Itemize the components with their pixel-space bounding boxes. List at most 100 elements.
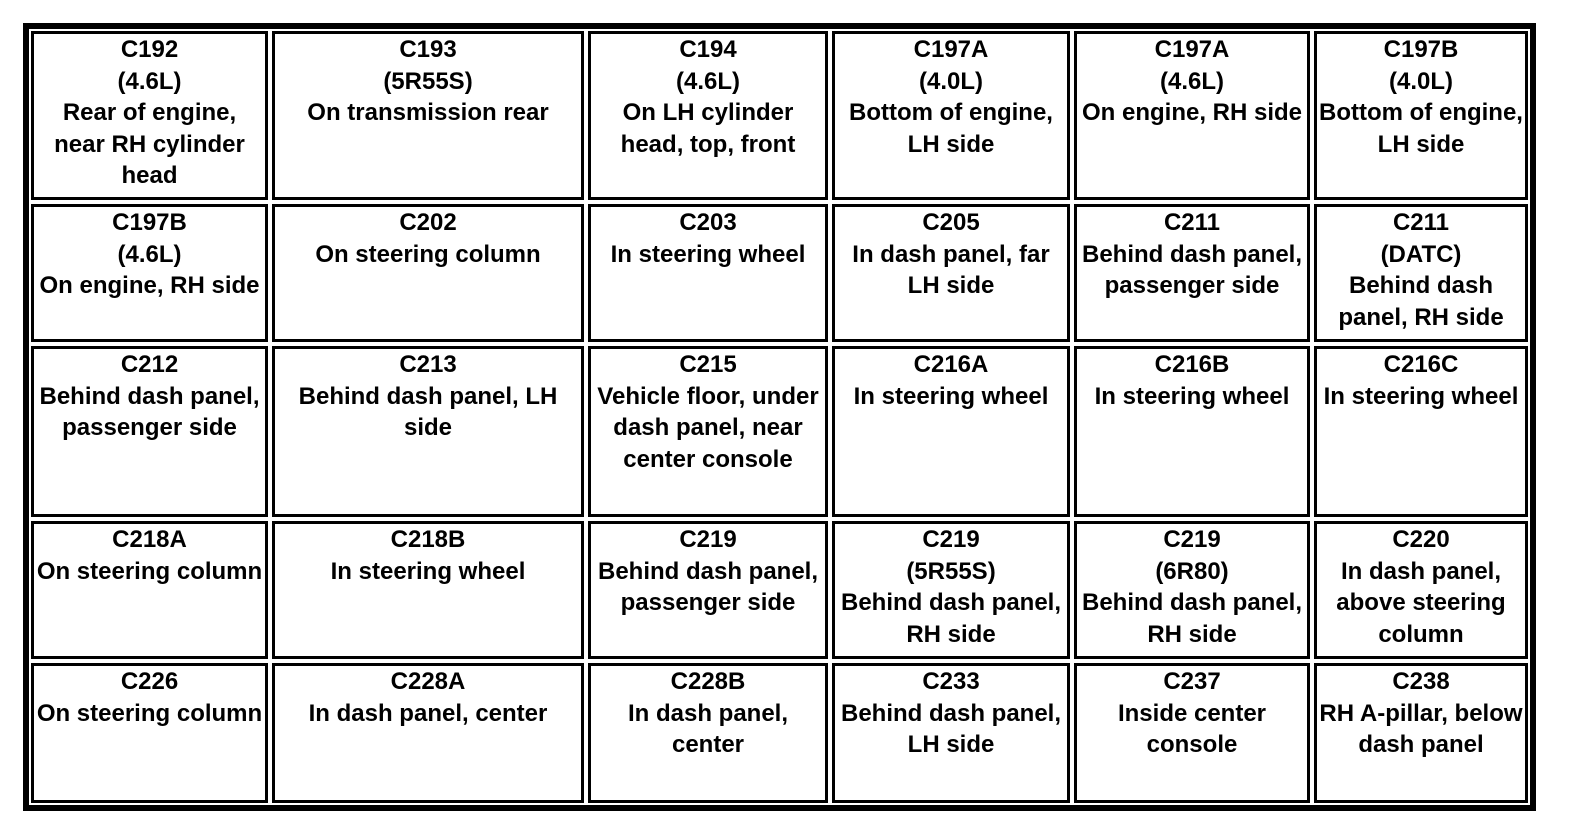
connector-id: C233: [922, 668, 980, 695]
connector-variant: (4.6L): [117, 67, 182, 95]
connector-cell: C216A In steering wheel: [832, 346, 1070, 517]
connector-location: In steering wheel: [853, 382, 1049, 410]
connector-cell: C197A (4.0L) Bottom of engine, LH side: [832, 31, 1070, 200]
connector-id: C197B: [112, 209, 187, 236]
connector-cell: C237 Inside center console: [1074, 663, 1310, 803]
connector-variant: (5R55S): [906, 557, 996, 585]
connector-location: On steering column: [315, 240, 541, 268]
connector-location: In dash panel, above steering column: [1336, 557, 1506, 648]
connector-id: C228B: [670, 668, 746, 695]
connector-id: C203: [679, 209, 737, 236]
connector-location: Rear of engine, near RH cylinder head: [54, 99, 245, 190]
connector-cell: C219 Behind dash panel, passenger side: [588, 521, 828, 659]
connector-cell: C205 In dash panel, far LH side: [832, 204, 1070, 342]
connector-id: C216B: [1154, 351, 1230, 378]
connector-cell: C203 In steering wheel: [588, 204, 828, 342]
connector-variant: (5R55S): [383, 67, 473, 95]
connector-location: On engine, RH side: [1081, 99, 1303, 127]
connector-cell: C197B (4.0L) Bottom of engine, LH side: [1314, 31, 1528, 200]
connector-cell: C202 On steering column: [272, 204, 584, 342]
connector-id: C212: [120, 351, 179, 378]
connector-cell: C215 Vehicle floor, under dash panel, nea…: [588, 346, 828, 517]
connector-location: On engine, RH side: [39, 272, 260, 300]
connector-cell: C197A (4.6L) On engine, RH side: [1074, 31, 1310, 200]
connector-location: Bottom of engine, LH side: [849, 99, 1053, 158]
connector-location: In steering wheel: [1323, 382, 1519, 410]
connector-cell: C220 In dash panel, above steering column: [1314, 521, 1528, 659]
connector-variant: (4.0L): [918, 67, 983, 95]
connector-id: C194: [679, 36, 737, 63]
connector-location: In dash panel, far LH side: [852, 240, 1050, 300]
connector-location: On transmission rear: [307, 99, 549, 127]
connector-location-table: C192 (4.6L) Rear of engine, near RH cylind…: [23, 23, 1536, 811]
connector-location: On steering column: [36, 557, 263, 585]
connector-location: On LH cylinder head, top, front: [620, 99, 796, 158]
connector-id: C219: [922, 526, 980, 553]
connector-cell: C211 (DATC) Behind dash panel, RH side: [1314, 204, 1528, 342]
connector-cell: C216B In steering wheel: [1074, 346, 1310, 517]
connector-cell: C194 (4.6L) On LH cylinder head, top, fron…: [588, 31, 828, 200]
connector-id: C226: [120, 668, 179, 695]
connector-cell: C218A On steering column: [31, 521, 268, 659]
connector-variant: (DATC): [1380, 240, 1462, 268]
connector-cell: C219 (6R80) Behind dash panel, RH side: [1074, 521, 1310, 659]
connector-cell: C213 Behind dash panel, LH side: [272, 346, 584, 517]
connector-cell: C197B (4.6L) On engine, RH side: [31, 204, 268, 342]
connector-id: C205: [922, 209, 980, 236]
connector-location: Behind dash panel, passenger side: [39, 382, 260, 442]
connector-location: In dash panel, center: [627, 699, 789, 759]
connector-id: C218B: [390, 526, 466, 553]
connector-location: Vehicle floor, under dash panel, near ce…: [597, 382, 819, 473]
connector-id: C202: [399, 209, 457, 236]
connector-location: Inside center console: [1117, 699, 1267, 759]
connector-cell: C226 On steering column: [31, 663, 268, 803]
connector-location: Bottom of engine, LH side: [1319, 99, 1523, 158]
connector-variant: (4.0L): [1388, 67, 1453, 95]
connector-variant: (4.6L): [675, 67, 740, 95]
connector-variant: (4.6L): [1159, 67, 1224, 95]
connector-cell: C233 Behind dash panel, LH side: [832, 663, 1070, 803]
connector-location: RH A-pillar, below dash panel: [1319, 699, 1523, 759]
connector-id: C220: [1392, 526, 1450, 553]
connector-cell: C193 (5R55S) On transmission rear: [272, 31, 584, 200]
connector-id: C193: [399, 36, 457, 63]
connector-id: C211: [1163, 209, 1221, 236]
connector-id: C197A: [1154, 36, 1230, 63]
connector-variant: (6R80): [1155, 557, 1229, 585]
connector-id: C215: [679, 351, 737, 378]
connector-cell: C228B In dash panel, center: [588, 663, 828, 803]
connector-id: C228A: [390, 668, 466, 695]
connector-location: Behind dash panel, LH side: [840, 699, 1062, 759]
connector-location: Behind dash panel, RH side: [1338, 272, 1504, 331]
connector-location: Behind dash panel, LH side: [298, 382, 558, 442]
connector-id: C219: [1163, 526, 1221, 553]
connector-id: C238: [1392, 668, 1450, 695]
connector-cell: C228A In dash panel, center: [272, 663, 584, 803]
connector-cell: C192 (4.6L) Rear of engine, near RH cylind…: [31, 31, 268, 200]
connector-location: In steering wheel: [330, 557, 526, 585]
connector-id: C197B: [1383, 36, 1459, 63]
connector-id: C219: [679, 526, 737, 553]
connector-cell: C216C In steering wheel: [1314, 346, 1528, 517]
connector-id: C213: [399, 351, 457, 378]
connector-location: Behind dash panel, passenger side: [1081, 240, 1303, 300]
connector-cell: C219 (5R55S) Behind dash panel, RH side: [832, 521, 1070, 659]
connector-cell: C238 RH A-pillar, below dash panel: [1314, 663, 1528, 803]
connector-location: Behind dash panel, RH side: [840, 589, 1062, 648]
connector-location: Behind dash panel, RH side: [1081, 589, 1303, 648]
connector-location: In steering wheel: [610, 240, 806, 268]
connector-id: C216A: [913, 351, 989, 378]
connector-id: C218A: [112, 526, 187, 553]
connector-location: On steering column: [36, 699, 263, 727]
connector-cell: C211 Behind dash panel, passenger side: [1074, 204, 1310, 342]
connector-cell: C212 Behind dash panel, passenger side: [31, 346, 268, 517]
connector-location: Behind dash panel, passenger side: [597, 557, 819, 617]
connector-id: C211: [1392, 209, 1450, 236]
connector-id: C192: [120, 36, 179, 63]
connector-id: C197A: [913, 36, 989, 63]
connector-cell: C218B In steering wheel: [272, 521, 584, 659]
connector-id: C216C: [1383, 351, 1459, 378]
connector-location: In steering wheel: [1094, 382, 1290, 410]
connector-location: In dash panel, center: [308, 699, 548, 727]
connector-id: C237: [1163, 668, 1221, 695]
